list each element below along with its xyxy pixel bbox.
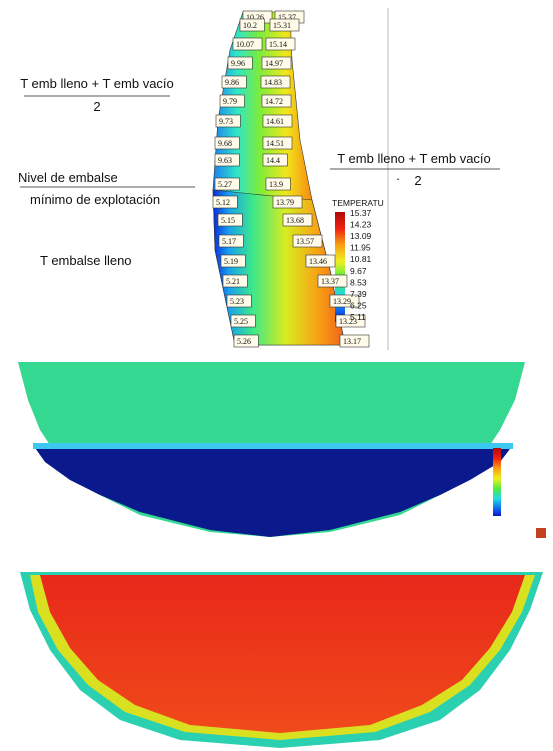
downstream-label: 13.57	[296, 237, 314, 246]
legend-value: 15.37	[350, 208, 372, 218]
elevation-full	[20, 572, 543, 748]
legend-value: 6.25	[350, 300, 367, 310]
figure: T emb lleno + T emb vacío 2 Nivel de emb…	[0, 0, 553, 751]
upstream-label: 5.17	[222, 237, 236, 246]
downstream-label: 14.83	[264, 78, 282, 87]
legend-value: 8.53	[350, 277, 367, 287]
downstream-label: 13.9	[269, 180, 283, 189]
legend-value: 9.67	[350, 266, 367, 276]
formula-numerator: T emb lleno + T emb vacío	[337, 151, 491, 166]
legend-value: 14.23	[350, 220, 372, 230]
formula-numerator: T emb lleno + T emb vacío	[20, 76, 174, 91]
downstream-label: 13.17	[343, 337, 361, 346]
upstream-label: 9.86	[225, 78, 239, 87]
level-label: Nivel de embalse	[18, 170, 118, 185]
upstream-label: 5.19	[224, 257, 238, 266]
upstream-label: 5.21	[226, 277, 240, 286]
legend-value: 10.81	[350, 254, 372, 264]
dam-section: T emb lleno + T emb vacío 2 Nivel de emb…	[18, 8, 500, 350]
full-label: T embalse lleno	[40, 253, 132, 268]
legend-value: 11.95	[350, 243, 371, 253]
logo	[536, 528, 546, 538]
downstream-label: 14.61	[266, 117, 284, 126]
elevation-empty	[12, 357, 546, 542]
upstream-label: 9.96	[231, 59, 245, 68]
upstream-label: 5.12	[216, 198, 230, 207]
upstream-label: 9.68	[218, 139, 232, 148]
downstream-label: 15.31	[273, 21, 291, 30]
upstream-label: 5.25	[234, 317, 248, 326]
downstream-label: 13.29	[333, 297, 351, 306]
upstream-label: 5.27	[218, 180, 232, 189]
upstream-label: 9.73	[219, 117, 233, 126]
downstream-label: 14.97	[265, 59, 283, 68]
legend-value: 7.39	[350, 289, 367, 299]
downstream-label: 14.4	[266, 156, 280, 165]
downstream-label: 14.51	[266, 139, 284, 148]
formula-dot: .	[396, 168, 400, 183]
upstream-label: 9.63	[218, 156, 232, 165]
upstream-label: 5.15	[221, 216, 235, 225]
downstream-label: 13.79	[276, 198, 294, 207]
downstream-label: 13.46	[309, 257, 327, 266]
legend-title: TEMPERATU	[332, 198, 384, 208]
upstream-label: 10.2	[243, 21, 257, 30]
upstream-label: 9.79	[223, 97, 237, 106]
downstream-label: 13.37	[321, 277, 339, 286]
level-label: mínimo de explotación	[30, 192, 160, 207]
downstream-label: 15.14	[269, 40, 287, 49]
legend-value: 5.11	[350, 312, 366, 322]
downstream-label: 14.72	[265, 97, 283, 106]
legend-value: 13.09	[350, 231, 372, 241]
upstream-label: 10.07	[236, 40, 254, 49]
legend-bar	[493, 448, 501, 516]
upstream-label: 5.23	[230, 297, 244, 306]
upstream-label: 5.26	[237, 337, 251, 346]
downstream-label: 13.68	[286, 216, 304, 225]
waterline	[33, 443, 513, 449]
formula-denominator: 2	[414, 173, 421, 188]
page: {"section": { "left_formula": {"numerato…	[0, 0, 553, 751]
formula-denominator: 2	[93, 99, 100, 114]
